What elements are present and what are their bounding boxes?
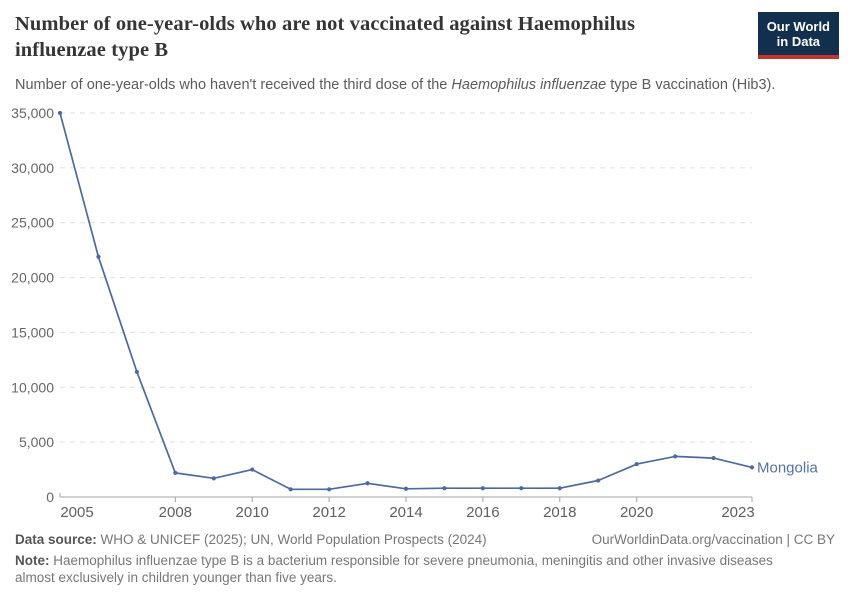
subtitle-italic: Haemophilus influenzae xyxy=(451,77,607,93)
data-point[interactable] xyxy=(403,486,409,491)
data-point[interactable] xyxy=(557,486,562,491)
owid-logo-line2: in Data xyxy=(776,34,821,49)
chart-note: Note: Haemophilus influenzae type B is a… xyxy=(15,552,775,586)
note-label: Note: xyxy=(15,553,50,568)
x-tick-label: 2016 xyxy=(466,504,499,521)
y-tick-label: 5,000 xyxy=(19,434,54,450)
data-point[interactable] xyxy=(596,478,601,483)
data-point[interactable] xyxy=(711,455,716,461)
x-tick-label: 2014 xyxy=(389,504,422,521)
data-source: Data source: WHO & UNICEF (2025); UN, Wo… xyxy=(15,531,487,548)
data-point[interactable] xyxy=(173,470,178,475)
data-source-text: WHO & UNICEF (2025); UN, World Populatio… xyxy=(96,532,487,547)
data-point[interactable] xyxy=(749,465,755,470)
data-point[interactable] xyxy=(134,369,139,375)
mongolia-line[interactable] xyxy=(59,112,753,491)
y-tick-label: 30,000 xyxy=(11,160,54,176)
note-text: Haemophilus influenzae type B is a bacte… xyxy=(15,553,773,585)
x-tick-label: 2020 xyxy=(620,504,653,521)
x-tick-label: 2023 xyxy=(721,504,754,521)
y-tick-label: 20,000 xyxy=(11,270,54,286)
data-point[interactable] xyxy=(442,486,447,491)
y-tick-label: 25,000 xyxy=(11,215,54,231)
data-point[interactable] xyxy=(250,467,255,472)
series-end-label[interactable]: Mongolia xyxy=(757,459,819,476)
y-tick-label: 15,000 xyxy=(11,324,54,340)
x-tick-label: 2005 xyxy=(60,504,93,521)
data-point[interactable] xyxy=(57,110,63,116)
data-point[interactable] xyxy=(96,254,101,259)
subtitle-suffix: type B vaccination (Hib3). xyxy=(606,77,776,93)
y-tick-label: 10,000 xyxy=(11,379,54,395)
data-point[interactable] xyxy=(634,461,639,467)
owid-link[interactable]: OurWorldinData.org/vaccination | CC BY xyxy=(591,532,835,547)
data-point[interactable] xyxy=(480,486,485,491)
data-point[interactable] xyxy=(288,487,293,492)
owid-logo-line1: Our World xyxy=(766,19,830,34)
data-point[interactable] xyxy=(327,487,332,492)
chart-subtitle: Number of one-year-olds who haven't rece… xyxy=(15,76,805,95)
y-tick-label: 0 xyxy=(46,489,54,505)
data-point[interactable] xyxy=(365,481,370,486)
subtitle-prefix: Number of one-year-olds who haven't rece… xyxy=(15,77,452,93)
data-point[interactable] xyxy=(211,476,216,481)
data-source-label: Data source: xyxy=(15,532,97,547)
y-tick-label: 35,000 xyxy=(11,105,54,121)
chart-footer: Data source: WHO & UNICEF (2025); UN, Wo… xyxy=(15,531,835,586)
owid-logo: Our World in Data xyxy=(757,12,839,59)
x-tick-label: 2010 xyxy=(236,504,269,521)
data-point[interactable] xyxy=(519,486,524,491)
x-tick-label: 2018 xyxy=(543,504,576,521)
page-title: Number of one-year-olds who are not vacc… xyxy=(15,13,636,61)
data-point[interactable] xyxy=(673,454,678,459)
x-tick-label: 2008 xyxy=(159,504,192,521)
x-tick-label: 2012 xyxy=(312,504,345,521)
